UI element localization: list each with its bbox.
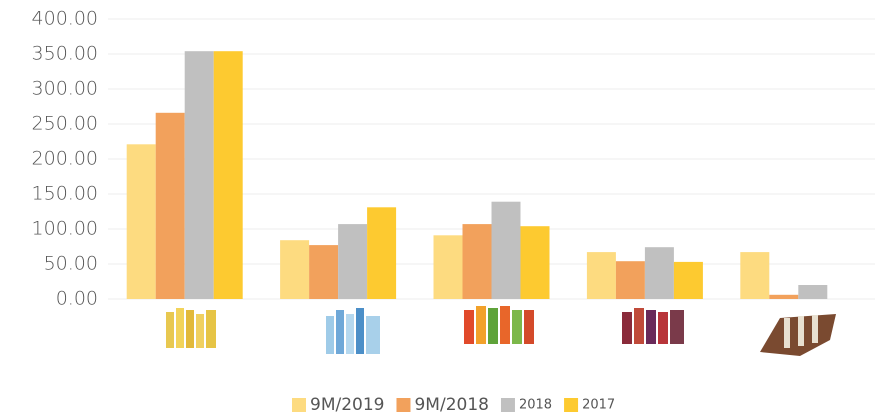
y-tick-label: 350.00 (32, 43, 98, 65)
legend-swatch (501, 398, 515, 412)
chart: 0.00 50.00 100.00 150.00 200.00 250.00 300.00 3… (0, 0, 893, 416)
icon-juice (464, 306, 534, 344)
bar (740, 252, 769, 299)
y-tick-label: 100.00 (32, 218, 98, 240)
bar (367, 207, 396, 299)
legend-label: 9M/2019 (310, 395, 384, 415)
y-tick-label: 300.00 (32, 78, 98, 100)
y-tick-label: 150.00 (32, 183, 98, 205)
icon-oil (166, 308, 216, 348)
legend-swatch (292, 398, 306, 412)
bar (769, 295, 798, 299)
y-tick-label: 50.00 (44, 253, 98, 275)
icon-cooking (760, 314, 836, 356)
legend-label: 2018 (519, 398, 552, 413)
category-icons (166, 306, 836, 356)
bar (309, 245, 338, 299)
legend-swatch (396, 398, 410, 412)
bar (338, 224, 367, 299)
y-tick-label: 400.00 (32, 8, 98, 30)
bar (127, 144, 156, 299)
bar (156, 113, 185, 299)
bar (280, 240, 309, 299)
bar (674, 262, 703, 299)
bar (798, 285, 827, 299)
y-tick-label: 200.00 (32, 148, 98, 170)
legend-swatch (564, 398, 578, 412)
legend-label: 9M/2018 (414, 395, 488, 415)
bar (521, 226, 550, 299)
bar (185, 51, 214, 299)
bar (645, 247, 674, 299)
icon-water (326, 308, 380, 354)
bar (463, 224, 492, 299)
bar (616, 261, 645, 299)
bar (214, 51, 243, 299)
bar (434, 235, 463, 299)
y-tick-label: 0.00 (56, 288, 98, 310)
y-tick-label: 250.00 (32, 113, 98, 135)
bar (492, 202, 521, 299)
bar (587, 252, 616, 299)
legend-label: 2017 (582, 398, 615, 413)
icon-drinks (622, 308, 684, 344)
